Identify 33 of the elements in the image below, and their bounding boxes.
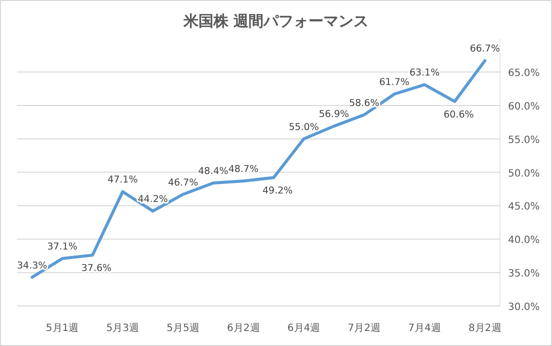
x-tick-label: 5月1週: [46, 323, 79, 334]
y-tick-label: 50.0%: [508, 168, 540, 180]
data-label: 46.7%: [168, 177, 198, 188]
data-label: 34.3%: [17, 260, 48, 272]
data-label: 49.2%: [262, 186, 293, 197]
y-tick-label: 35.0%: [508, 268, 540, 280]
x-tick-label: 7月4週: [408, 323, 441, 334]
x-tick-label: 6月4週: [287, 323, 320, 334]
y-tick-label: 45.0%: [508, 202, 540, 213]
data-label: 37.1%: [47, 242, 78, 253]
data-label: 55.0%: [288, 122, 319, 133]
data-label: 60.6%: [444, 109, 474, 120]
data-label: 58.6%: [349, 98, 380, 109]
x-tick-label: 6月2週: [227, 323, 260, 334]
data-label: 56.9%: [318, 109, 350, 120]
data-label: 48.4%: [198, 166, 228, 177]
data-label: 48.7%: [228, 164, 258, 175]
y-tick-label: 55.0%: [508, 134, 540, 146]
y-tick-label: 60.0%: [508, 101, 540, 112]
x-tick-label: 5月3週: [106, 323, 140, 334]
x-tick-label: 8月2週: [468, 323, 502, 334]
y-tick-label: 40.0%: [508, 235, 540, 246]
data-label: 66.7%: [470, 44, 500, 55]
data-label: 61.7%: [379, 77, 410, 88]
x-tick-label: 7月2週: [348, 323, 381, 334]
data-label: 47.1%: [108, 174, 138, 186]
title: 米国株 週間パフォーマンス: [183, 12, 369, 30]
y-tick-label: 65.0%: [508, 68, 540, 80]
data-label: 44.2%: [138, 194, 168, 206]
y-tick-label: 30.0%: [508, 302, 540, 313]
data-label: 63.1%: [409, 68, 440, 79]
data-label: 37.6%: [81, 263, 112, 274]
x-tick-label: 5月5週: [166, 323, 200, 334]
